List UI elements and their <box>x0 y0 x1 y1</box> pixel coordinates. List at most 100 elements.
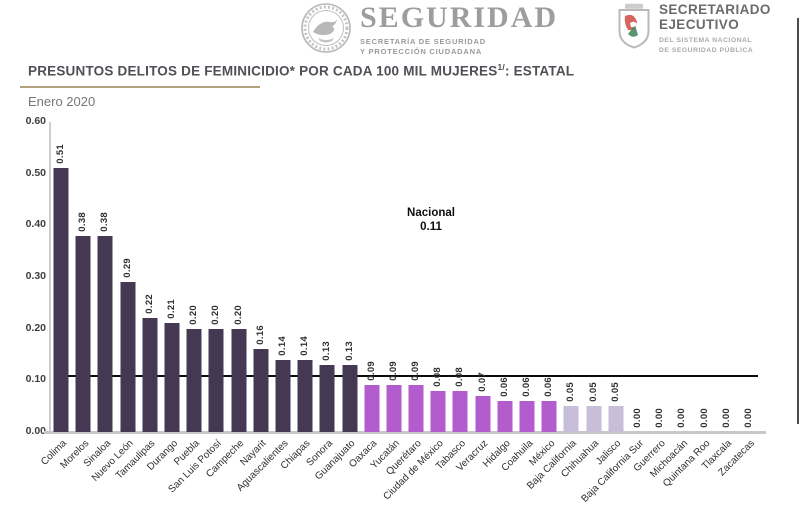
bar-slot: 0.38 Morelos <box>58 122 94 471</box>
bar-value-label: 0.20 <box>232 305 244 325</box>
secretariado-subtitle-line2: DE SEGURIDAD PÚBLICA <box>659 46 754 54</box>
bar-value-label: 0.06 <box>543 377 555 397</box>
y-tick-label: 0.30 <box>25 270 46 282</box>
bar-slot: 0.09 Oaxaca <box>347 122 383 470</box>
bar <box>386 385 402 432</box>
page-title-suffix: : ESTATAL <box>504 63 575 79</box>
bar-value-label: 0.09 <box>387 361 399 381</box>
bar <box>497 401 513 432</box>
bar <box>364 385 380 432</box>
title-underline <box>20 85 260 88</box>
bar-slot: 0.00 Quintana Roo <box>661 122 715 489</box>
national-average-label-text: Nacional <box>407 207 455 219</box>
bar <box>253 349 269 432</box>
y-tick-label: 0.10 <box>25 373 46 386</box>
bar-value-label: 0.38 <box>77 212 89 232</box>
page-title-main: PRESUNTOS DELITOS DE FEMINICIDIO* POR CA… <box>28 63 498 79</box>
bar <box>297 360 313 432</box>
bar-value-label: 0.13 <box>321 341 333 361</box>
secretariado-title-line2: EJECUTIVO <box>659 16 740 32</box>
plot-area: Nacional 0.11 0.51 Colima 0.38 Morelos 0.38 S… <box>39 122 760 505</box>
bar-slot: 0.20 San Luis Potosí <box>167 122 227 495</box>
bar <box>519 401 535 432</box>
national-average-value: 0.11 <box>420 221 442 234</box>
bar <box>475 396 491 432</box>
brand-subtitle: SECRETARÍA DE SEGURIDAD Y PROTECCIÓN CIU… <box>360 37 558 59</box>
brand-text: SEGURIDAD SECRETARÍA DE SEGURIDAD Y PROT… <box>360 2 558 58</box>
y-tick-label: 0.40 <box>25 218 46 231</box>
bar-value-label: 0.08 <box>454 367 466 387</box>
bar <box>186 329 202 432</box>
header-right: SECRETARIADO EJECUTIVO DEL SISTEMA NACIO… <box>616 2 771 56</box>
title-block: PRESUNTOS DELITOS DE FEMINICIDIO* POR CA… <box>20 62 574 109</box>
bar-value-label: 0.00 <box>742 408 754 428</box>
bar <box>208 329 224 432</box>
bar-slot: 0.14 Aguascalientes <box>235 122 294 493</box>
bar-value-label: 0.13 <box>343 341 355 361</box>
bar <box>586 406 602 432</box>
y-tick-label: 0.20 <box>25 321 46 334</box>
period-subtitle: Enero 2020 <box>28 93 96 109</box>
bar-value-label: 0.29 <box>121 258 133 278</box>
bar-slot: 0.20 Campeche <box>204 122 250 480</box>
bar-slot: 0.05 Chihuahua <box>559 122 605 480</box>
bar <box>231 329 247 432</box>
secretariado-text: SECRETARIADO EJECUTIVO DEL SISTEMA NACIO… <box>659 2 771 56</box>
y-tick-label: 0.50 <box>25 166 46 179</box>
secretariado-title-line1: SECRETARIADO <box>659 2 771 17</box>
bar <box>319 365 335 432</box>
mexico-eagle-seal-icon <box>301 3 351 53</box>
bar-value-label: 0.22 <box>143 294 155 314</box>
bar-value-label: 0.06 <box>498 377 510 397</box>
bar-slot: 0.16 Nayarit <box>238 122 272 468</box>
bar <box>608 406 624 432</box>
bar-slot: 0.06 México <box>527 122 560 468</box>
bar-slot: 0.09 Yucatán <box>368 122 405 471</box>
bar-value-label: 0.00 <box>676 408 688 428</box>
page-right-border <box>797 18 799 424</box>
bar-value-label: 0.51 <box>55 144 67 164</box>
bar <box>142 318 158 432</box>
bar-slot: 0.13 Sonora <box>305 122 338 468</box>
bar-value-label: 0.09 <box>365 361 377 381</box>
page-title: PRESUNTOS DELITOS DE FEMINICIDIO* POR CA… <box>28 62 574 79</box>
bar <box>408 385 424 432</box>
bar-slot: 0.22 Tamaulipas <box>114 122 161 481</box>
bar-value-label: 0.38 <box>99 212 111 232</box>
bar-slot: 0.08 Ciudad de México <box>382 122 449 502</box>
bar <box>164 323 180 432</box>
y-tick-label: 0.60 <box>25 115 46 127</box>
bar-slot: 0.20 Puebla <box>172 122 205 468</box>
bar-slot: 0.00 Tlaxcala <box>700 122 738 472</box>
brand-name: SEGURIDAD <box>360 1 559 34</box>
bar-value-label: 0.08 <box>432 367 444 387</box>
x-axis-line <box>44 431 766 434</box>
bar-slot: 0.00 Guerrero <box>632 122 671 474</box>
bar-slot: 0.09 Querétaro <box>384 122 427 477</box>
bar-value-label: 0.20 <box>210 305 222 325</box>
bar-value-label: 0.06 <box>521 377 533 397</box>
bar-slot: 0.38 Sinaloa <box>82 122 116 469</box>
secretariado-subtitle-line1: DEL SISTEMA NACIONAL <box>659 36 753 44</box>
bar-slot: 0.07 Veracruz <box>455 122 494 473</box>
secretariado-shield-icon <box>618 3 650 49</box>
bar <box>275 360 291 432</box>
bar-value-label: 0.00 <box>720 408 732 428</box>
secretariado-subtitle: DEL SISTEMA NACIONAL DE SEGURIDAD PÚBLIC… <box>659 36 771 56</box>
bar-slot: 0.06 Coahuila <box>499 122 538 473</box>
brand-subtitle-line1: SECRETARÍA DE SEGURIDAD <box>360 36 486 46</box>
bar <box>53 168 69 432</box>
bar-slot: 0.05 Baja California <box>525 122 582 491</box>
bar-slot: 0.00 Baja California Sur <box>579 122 649 504</box>
bar-value-label: 0.05 <box>565 382 577 402</box>
bar-slot: 0.00 Zacatecas <box>716 122 760 478</box>
bar-slot: 0.51 Colima <box>39 122 72 467</box>
y-axis-line <box>49 122 51 432</box>
bar-value-label: 0.07 <box>476 372 488 392</box>
page-title-superscript: 1/ <box>497 62 505 72</box>
bar-value-label: 0.21 <box>166 299 178 319</box>
brand-subtitle-line2: Y PROTECCIÓN CIUDADANA <box>360 47 483 57</box>
bar-value-label: 0.14 <box>276 336 288 356</box>
bar-value-label: 0.14 <box>299 336 311 356</box>
